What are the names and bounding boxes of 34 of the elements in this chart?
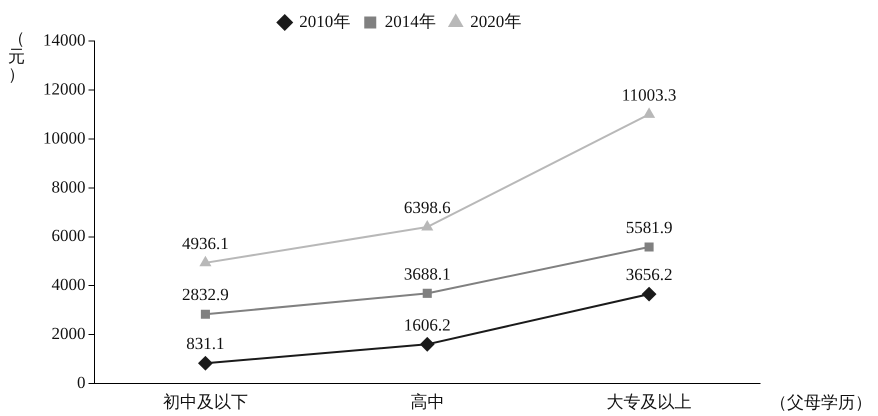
data-label: 11003.3 <box>622 85 676 104</box>
data-label: 4936.1 <box>182 234 229 253</box>
y-tick-label: 6000 <box>52 226 86 246</box>
y-tick-label: 12000 <box>43 79 86 98</box>
y-tick-label: 2000 <box>52 324 86 344</box>
point <box>422 221 433 231</box>
data-label: 1606.2 <box>404 315 451 334</box>
point <box>644 242 654 252</box>
legend-label: 2014年 <box>384 12 436 31</box>
y-tick-label: 10000 <box>43 128 86 148</box>
point <box>420 337 434 352</box>
point <box>422 288 432 298</box>
y-tick-label: 4000 <box>52 275 86 294</box>
point <box>200 310 210 319</box>
data-label: 5581.9 <box>626 218 672 237</box>
point <box>198 356 212 370</box>
point <box>200 256 211 266</box>
x-tick-label: 初中及以下 <box>162 392 248 412</box>
point <box>644 108 654 118</box>
data-label: 6398.6 <box>404 198 451 217</box>
data-label: 3688.1 <box>404 264 451 284</box>
legend-label: 2010年 <box>299 12 350 31</box>
legend-label: 2020年 <box>470 12 522 31</box>
y-axis-title: （元） <box>8 29 25 84</box>
y-tick-label: 0 <box>77 373 86 392</box>
x-tick-label: 高中 <box>410 392 444 412</box>
y-tick-label: 14000 <box>43 30 86 50</box>
x-axis-title: （父母学历） <box>770 392 872 414</box>
x-tick-label: 大专及以上 <box>606 392 692 412</box>
data-label: 831.1 <box>186 334 225 354</box>
data-label: 3656.2 <box>626 265 672 284</box>
point <box>642 287 656 302</box>
y-tick-label: 8000 <box>52 177 86 196</box>
data-label: 2832.9 <box>182 285 229 304</box>
